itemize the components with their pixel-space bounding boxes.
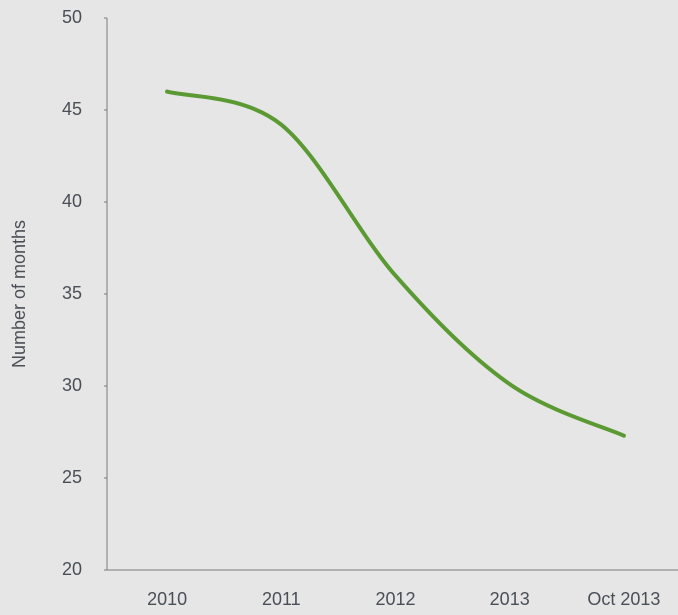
y-tick-label: 35 xyxy=(62,283,82,303)
x-tick-label: 2013 xyxy=(490,589,530,609)
y-tick-label: 20 xyxy=(62,559,82,579)
y-axis-label: Number of months xyxy=(9,220,29,368)
x-tick-label: 2010 xyxy=(147,589,187,609)
y-tick-label: 45 xyxy=(62,99,82,119)
line xyxy=(165,89,626,438)
y-tick-label: 25 xyxy=(62,467,82,487)
x-tick-label: 2012 xyxy=(375,589,415,609)
y-tick-label: 50 xyxy=(62,7,82,27)
x-tick-label: Oct 2013 xyxy=(587,589,660,609)
y-tick-label: 40 xyxy=(62,191,82,211)
x-tick-label: 2011 xyxy=(262,589,301,609)
y-tick-label: 30 xyxy=(62,375,82,395)
